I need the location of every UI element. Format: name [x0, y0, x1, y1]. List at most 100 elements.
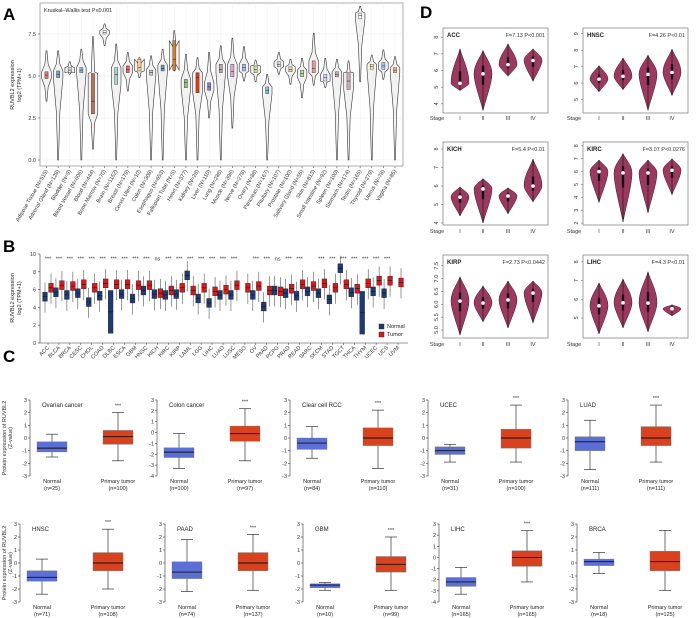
stage-label: III	[506, 229, 511, 235]
y-tick-label: -2	[22, 461, 27, 467]
y-tick-label: -4	[431, 600, 436, 606]
significance-label: ***	[198, 256, 205, 262]
y-tick-label: 2	[33, 323, 36, 329]
normal-count: (n=111)	[581, 486, 599, 492]
stage-label: II	[621, 116, 625, 122]
normal-count: (n=84)	[304, 486, 320, 492]
y-tick-label: 8	[33, 270, 36, 276]
y-tick-label: 6	[574, 298, 580, 301]
significance-label: ***	[296, 256, 303, 262]
y-tick-label: 0	[297, 561, 300, 567]
y-tick-label: 5	[574, 183, 580, 186]
x-axis-label: Stage	[567, 116, 581, 122]
median-dot	[646, 301, 650, 305]
violin	[366, 54, 377, 161]
significance-label: ***	[121, 256, 128, 262]
box	[160, 64, 165, 72]
y-tick-label: 5	[574, 98, 580, 101]
y-tick-label: 1	[571, 548, 574, 554]
violin	[296, 58, 308, 99]
box	[218, 64, 223, 73]
iqr-box	[531, 288, 535, 302]
plot-title: ACC	[447, 33, 461, 39]
y-axis-label-unit: (Z-value)	[8, 427, 14, 449]
tumor-label: Primary tumor	[374, 605, 409, 611]
legend-label: Tumor	[387, 332, 403, 338]
y-tick-label: -2	[569, 587, 574, 593]
y-tick-label: 1	[24, 423, 27, 429]
y-tick-label: -1	[282, 449, 287, 455]
significance-label: ns	[154, 256, 160, 262]
y-tick-label: 3	[159, 522, 162, 528]
y-tick-label: -2	[149, 452, 154, 458]
stage-label: I	[459, 229, 461, 235]
median-dot	[458, 299, 462, 303]
median-dot	[621, 301, 625, 305]
y-tick-label: 2	[284, 411, 287, 417]
y-tick-label: 2	[571, 535, 574, 541]
box	[207, 82, 211, 91]
anova-stat: F=4.26 P<0.01	[649, 33, 685, 39]
panel-label-b: B	[3, 237, 15, 256]
tumor-count: (n=137)	[243, 612, 262, 618]
box	[195, 72, 200, 93]
y-tick-label: 1	[159, 548, 162, 554]
tumor-box	[649, 551, 681, 571]
y-tick-label: -3	[282, 474, 287, 480]
y-axis-label-unit: log2 (TPM+1)	[17, 68, 23, 102]
normal-box	[583, 558, 615, 566]
y-tick-label: 4	[574, 196, 580, 199]
y-tick-label: 9	[574, 32, 580, 35]
y-tick-label: -3	[431, 589, 436, 595]
significance-label: ***	[524, 522, 531, 528]
tumor-count: (n=97)	[237, 486, 253, 492]
tumor-count: (n=110)	[369, 486, 388, 492]
normal-label: Normal	[178, 605, 196, 611]
normal-count: (n=165)	[451, 612, 470, 618]
violin	[53, 50, 64, 161]
box	[358, 12, 362, 20]
test-annotation: Kruskal–Wallis test P≤0.001	[44, 8, 112, 14]
significance-label: ***	[99, 256, 106, 262]
y-tick-label: 0	[151, 431, 154, 437]
stage-label: IV	[669, 342, 675, 348]
stage-label: IV	[530, 342, 536, 348]
y-tick-label: -4	[149, 474, 154, 480]
significance-label: ***	[115, 404, 122, 410]
tumor-box	[500, 428, 532, 449]
tumor-label: Primary tumor	[361, 479, 396, 485]
iqr-box	[646, 67, 650, 86]
y-tick-label: 7.0	[434, 275, 440, 283]
significance-label: ***	[209, 256, 216, 262]
y-tick-label: 7	[574, 157, 580, 160]
y-tick-label: 8	[434, 147, 440, 150]
plot-title: HNSC	[587, 33, 605, 39]
y-tick-label: 5	[574, 316, 580, 319]
significance-label: ***	[165, 256, 172, 262]
boxplot-brca: -3 -2 -1 0 1 2 3 BRCA Normal(n=18) Primary tumor(…	[569, 522, 682, 618]
y-tick-label: -3	[295, 600, 300, 606]
violin-plot-kirp: KIRP F=2.73 P<0.0442 5.0 5.5 6.0 6.5 7.0 7.5 Sta…	[430, 254, 549, 348]
plot-title: PAAD	[177, 527, 194, 533]
significance-label: ***	[231, 256, 238, 262]
plot-title: LUAD	[580, 403, 597, 409]
legend-label: Normal	[387, 324, 405, 330]
significance-label: ***	[384, 256, 391, 262]
y-tick-label: 8	[574, 260, 580, 263]
anova-stat: F=7.13 P<0.001	[506, 33, 545, 39]
iqr-box	[621, 166, 625, 188]
legend-swatch	[378, 323, 385, 330]
significance-label: ***	[132, 256, 139, 262]
x-tick-label: LAML	[179, 345, 193, 359]
y-tick-label: -1	[569, 574, 574, 580]
y-tick-label: 3	[24, 398, 27, 404]
y-tick-label: 2	[433, 533, 436, 539]
normal-label: Normal	[33, 605, 51, 611]
y-tick-label: 0	[33, 341, 36, 347]
tumor-box	[92, 552, 124, 571]
